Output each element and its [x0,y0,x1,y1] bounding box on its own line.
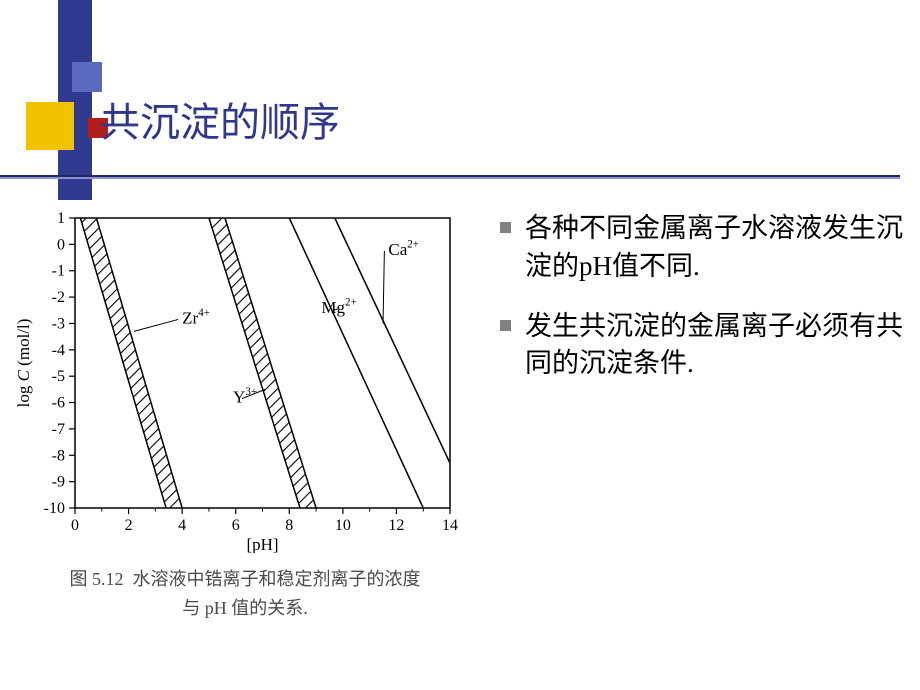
bullet-item: 发生共沉淀的金属离子必须有共同的沉淀条件. [500,308,910,384]
svg-text:10: 10 [335,517,351,534]
bullet-item: 各种不同金属离子水溶液发生沉淀的pH值不同. [500,210,910,286]
slide-title-area: 共沉淀的顺序 [100,90,340,148]
content-row: 0246810121410-1-2-3-4-5-6-7-8-9-10[pH]lo… [10,195,910,623]
svg-text:Y3+: Y3+ [233,386,257,407]
svg-text:0: 0 [57,236,65,253]
svg-text:-1: -1 [52,263,65,280]
chart-column: 0246810121410-1-2-3-4-5-6-7-8-9-10[pH]lo… [10,195,480,623]
svg-text:[pH]: [pH] [246,535,278,553]
svg-text:-3: -3 [52,315,65,332]
svg-text:12: 12 [388,517,404,534]
figure-caption: 图 5.12 水溶液中锆离子和稳定剂离子的浓度 与 pH 值的关系. [10,565,480,623]
svg-text:1: 1 [57,210,65,227]
caption-line1: 水溶液中锆离子和稳定剂离子的浓度 [133,569,421,589]
svg-text:-10: -10 [44,500,65,517]
svg-text:-4: -4 [52,342,65,359]
slide-title: 共沉淀的顺序 [100,90,340,148]
svg-text:6: 6 [232,517,240,534]
svg-text:-2: -2 [52,289,65,306]
caption-label: 图 5.12 [70,569,124,589]
svg-text:Ca2+: Ca2+ [388,238,419,259]
svg-text:Zr4+: Zr4+ [182,307,210,328]
svg-text:-5: -5 [52,368,65,385]
svg-text:-9: -9 [52,474,65,491]
svg-text:14: 14 [442,517,458,534]
bullet-list: 各种不同金属离子水溶液发生沉淀的pH值不同. 发生共沉淀的金属离子必须有共同的沉淀… [480,195,910,623]
svg-text:0: 0 [71,517,79,534]
svg-text:Mg2+: Mg2+ [321,296,356,317]
bullet-marker [500,222,511,233]
svg-text:8: 8 [285,517,293,534]
svg-text:-6: -6 [52,395,65,412]
title-underline [0,175,900,179]
svg-text:-7: -7 [52,421,65,438]
bullet-text: 发生共沉淀的金属离子必须有共同的沉淀条件. [525,308,910,384]
bullet-text: 各种不同金属离子水溶液发生沉淀的pH值不同. [525,210,910,286]
caption-line2: 与 pH 值的关系. [182,598,308,618]
svg-text:-8: -8 [52,447,65,464]
precipitation-chart: 0246810121410-1-2-3-4-5-6-7-8-9-10[pH]lo… [10,203,470,553]
svg-text:4: 4 [178,517,186,534]
bullet-marker [500,320,511,331]
svg-text:2: 2 [125,517,133,534]
